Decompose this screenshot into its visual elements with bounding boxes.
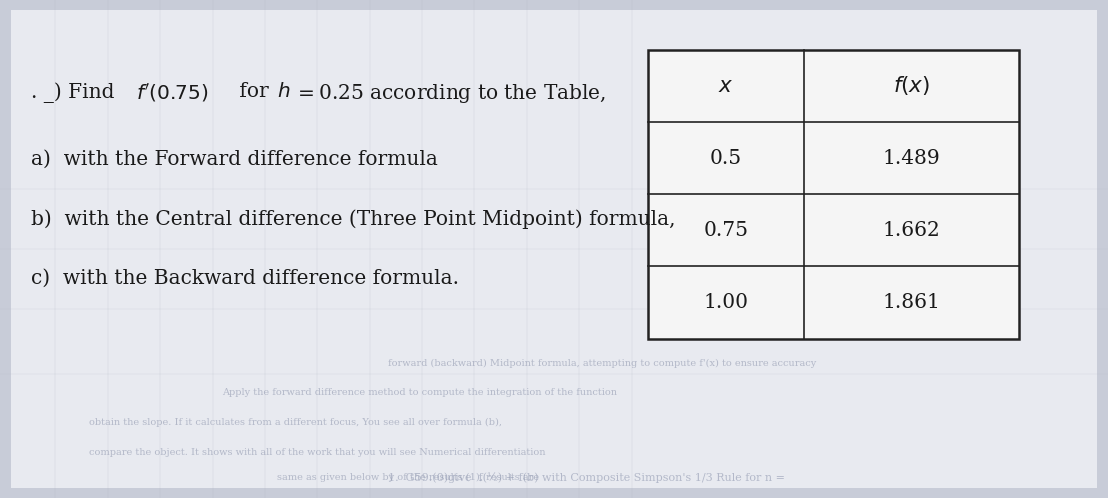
Text: for: for [233,82,275,101]
Text: 1.861: 1.861 [883,293,941,312]
Text: Apply the forward difference method to compute the integration of the function: Apply the forward difference method to c… [222,388,616,397]
Text: same as given below by of the results (1), results are: same as given below by of the results (1… [277,473,593,482]
Text: 1.662: 1.662 [883,221,941,240]
Text: 1.  G59.(0)give  f(½) + f(b) with Composite Simpson's 1/3 Rule for n =: 1. G59.(0)give f(½) + f(b) with Composit… [388,472,784,483]
Text: a)  with the Forward difference formula: a) with the Forward difference formula [31,149,438,168]
Text: $f(x)$: $f(x)$ [893,74,931,98]
Text: b)  with the Central difference (Three Point Midpoint) formula,: b) with the Central difference (Three Po… [31,209,676,229]
Text: $h$: $h$ [277,82,290,101]
Text: 0.75: 0.75 [704,221,749,240]
Text: 0.5: 0.5 [710,148,742,168]
Text: compare the object. It shows with all of the work that you will see Numerical di: compare the object. It shows with all of… [89,448,545,457]
Text: forward (backward) Midpoint formula, attempting to compute f'(x) to ensure accur: forward (backward) Midpoint formula, att… [388,359,817,368]
Text: obtain the slope. If it calculates from a different focus, You see all over form: obtain the slope. If it calculates from … [89,418,507,427]
Text: . _) Find: . _) Find [31,82,121,103]
Text: $x$: $x$ [718,75,733,97]
Text: 1.00: 1.00 [704,293,749,312]
FancyBboxPatch shape [11,10,1097,488]
Text: c)  with the Backward difference formula.: c) with the Backward difference formula. [31,269,459,288]
Text: $f'(0.75)$: $f'(0.75)$ [136,82,208,104]
Text: $=$0.25 according to the Table,: $=$0.25 according to the Table, [294,82,606,105]
Bar [648,50,1019,339]
Text: 1.489: 1.489 [883,148,941,168]
